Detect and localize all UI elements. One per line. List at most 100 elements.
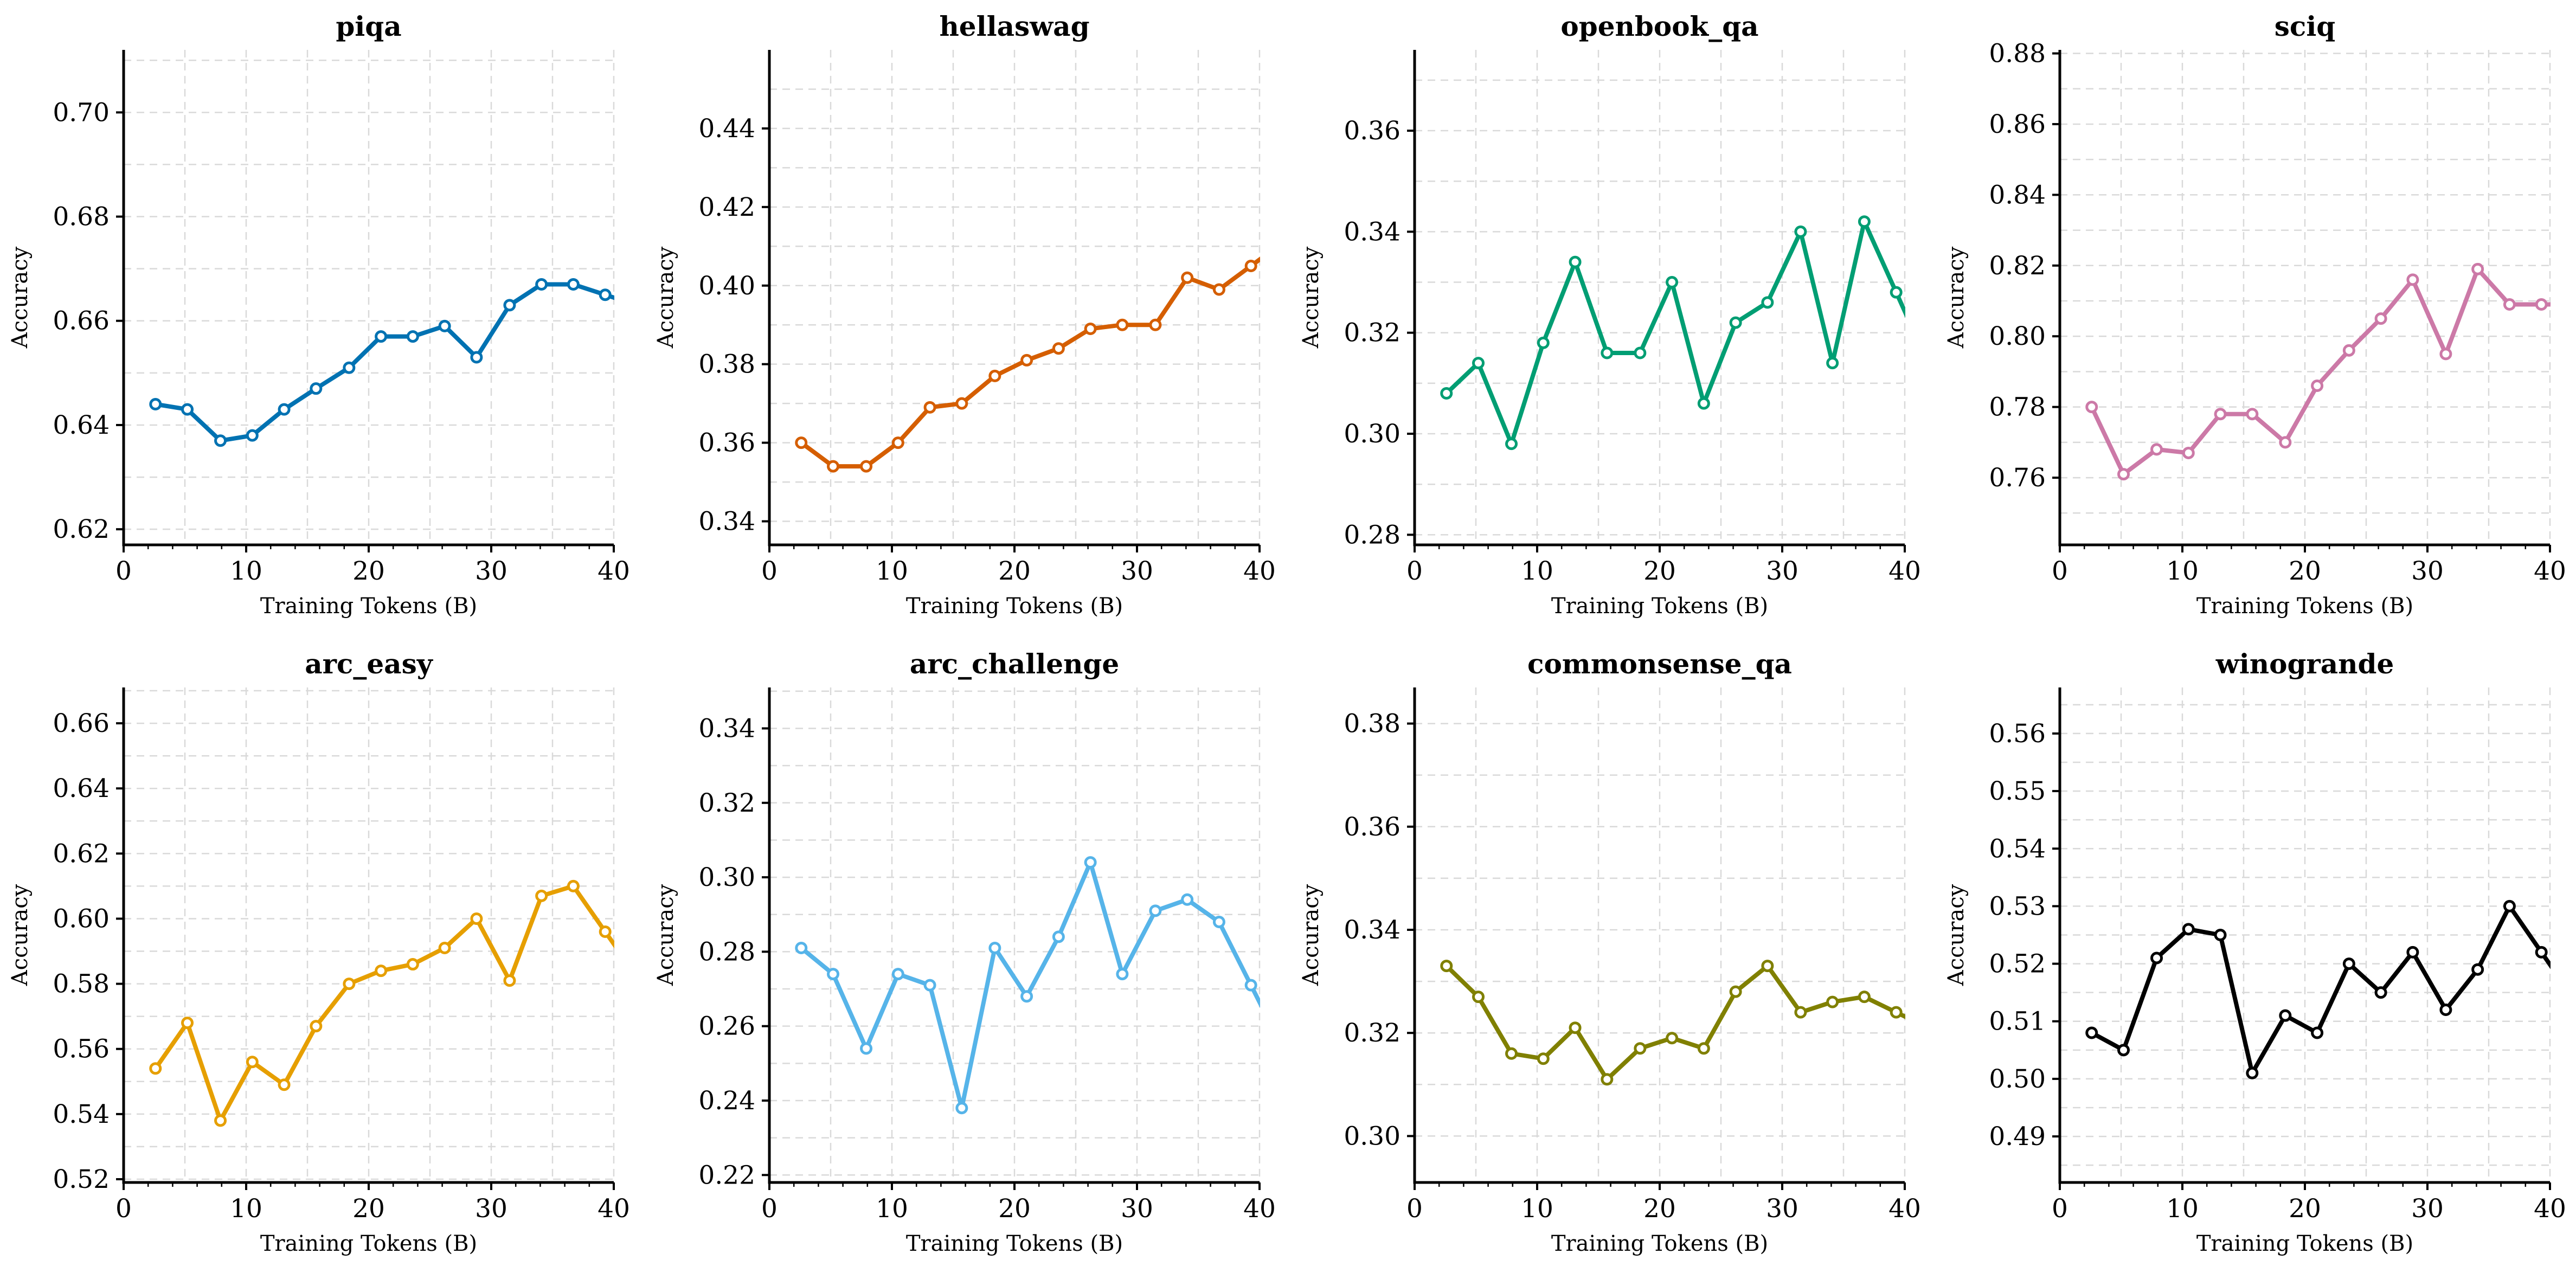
- data-point: [1729, 985, 1742, 998]
- data-point: [438, 319, 451, 332]
- data-point: [181, 1017, 194, 1030]
- x-axis-label: Training Tokens (B): [1551, 594, 1768, 619]
- x-axis-label: Training Tokens (B): [906, 594, 1123, 619]
- x-tick-label: 10: [230, 1194, 262, 1224]
- series-line: [1444, 219, 1905, 446]
- y-tick-label: 0.68: [53, 202, 110, 232]
- series-group: [1440, 960, 1905, 1086]
- data-point: [1440, 960, 1453, 973]
- x-tick-label: 0: [761, 556, 778, 586]
- y-tick-label: 0.34: [698, 714, 755, 744]
- data-point: [1505, 438, 1518, 451]
- data-point: [343, 978, 356, 991]
- x-tick-label: 40: [2534, 556, 2566, 586]
- data-point: [1666, 1032, 1679, 1045]
- y-tick-label: 0.30: [698, 863, 755, 892]
- y-tick-label: 0.49: [1989, 1122, 2046, 1152]
- data-point: [1890, 1006, 1903, 1019]
- data-point: [1601, 346, 1614, 359]
- data-point: [310, 382, 323, 395]
- data-point: [923, 401, 936, 414]
- series-group: [2085, 262, 2551, 481]
- data-point: [599, 925, 612, 938]
- data-point: [1858, 215, 1871, 228]
- y-tick-label: 0.34: [698, 507, 755, 537]
- data-point: [1826, 995, 1839, 1008]
- panel-openbook-qa: 0 10 20 30 40 0.28 0.30 0.32 0.34 0.36 openbook_qa…: [1299, 10, 1921, 619]
- data-point: [503, 974, 516, 987]
- y-tick-label: 0.53: [1989, 891, 2046, 921]
- data-point: [406, 958, 419, 971]
- series-line: [153, 282, 614, 443]
- data-point: [1729, 316, 1742, 329]
- y-tick-label: 0.30: [1344, 1121, 1401, 1151]
- data-point: [1537, 336, 1550, 349]
- y-tick-label: 0.24: [698, 1086, 755, 1116]
- data-point: [1244, 260, 1257, 273]
- series-line: [2089, 267, 2551, 477]
- x-tick-label: 30: [475, 556, 508, 586]
- x-tick-label: 0: [1406, 556, 1423, 586]
- y-tick-label: 0.76: [1989, 463, 2046, 493]
- data-point: [1440, 387, 1453, 400]
- y-tick-label: 0.36: [1344, 116, 1401, 146]
- data-point: [278, 1078, 291, 1091]
- data-point: [375, 330, 388, 343]
- x-tick-label: 30: [1121, 1194, 1153, 1224]
- data-point: [503, 299, 516, 312]
- y-tick-label: 0.30: [1344, 419, 1401, 449]
- data-point: [1890, 286, 1903, 299]
- data-point: [2374, 312, 2387, 325]
- y-tick-label: 0.66: [53, 306, 110, 336]
- data-point: [2503, 298, 2516, 311]
- data-point: [1084, 856, 1097, 869]
- x-tick-label: 0: [115, 1194, 132, 1224]
- data-point: [2085, 401, 2098, 414]
- x-tick-label: 20: [2289, 556, 2321, 586]
- series-group: [795, 256, 1260, 473]
- data-point: [795, 942, 808, 955]
- data-point: [2439, 348, 2452, 361]
- data-point: [2246, 408, 2259, 421]
- y-axis-label: Accuracy: [1944, 884, 1969, 986]
- data-point: [149, 1062, 162, 1075]
- data-point: [214, 434, 227, 447]
- x-tick-label: 10: [876, 1194, 908, 1224]
- data-point: [2503, 899, 2516, 912]
- y-axis-label: Accuracy: [8, 246, 33, 349]
- x-axis-label: Training Tokens (B): [906, 1231, 1123, 1256]
- data-point: [2374, 986, 2387, 999]
- y-axis-label: Accuracy: [1944, 246, 1969, 349]
- data-point: [1181, 271, 1194, 284]
- data-point: [2342, 957, 2355, 970]
- panel-title: winogrande: [2215, 648, 2394, 680]
- data-point: [1569, 1021, 1582, 1034]
- data-point: [2406, 946, 2419, 959]
- x-tick-label: 40: [1243, 556, 1276, 586]
- x-tick-label: 0: [1406, 1194, 1423, 1224]
- y-axis-label: Accuracy: [1299, 884, 1324, 986]
- y-tick-label: 0.55: [1989, 776, 2046, 806]
- data-point: [923, 979, 936, 992]
- y-tick-label: 0.80: [1989, 322, 2046, 351]
- y-tick-label: 0.36: [1344, 812, 1401, 842]
- series-group: [149, 879, 614, 1127]
- data-point: [1634, 346, 1647, 359]
- x-tick-label: 10: [2166, 1194, 2199, 1224]
- panel-title: openbook_qa: [1560, 10, 1758, 42]
- data-point: [2439, 1004, 2452, 1017]
- data-point: [988, 369, 1001, 382]
- x-tick-label: 20: [1643, 1194, 1676, 1224]
- y-tick-label: 0.64: [53, 774, 110, 803]
- data-point: [1052, 342, 1065, 355]
- x-tick-label: 20: [352, 556, 385, 586]
- data-point: [567, 879, 580, 892]
- y-axis-label: Accuracy: [8, 884, 33, 986]
- x-tick-label: 20: [1643, 556, 1676, 586]
- panel-sciq: 0 10 20 30 40 0.76 0.78 0.80 0.82 0.84 0.86 0.88 sci…: [1944, 10, 2566, 619]
- x-tick-label: 20: [998, 1194, 1031, 1224]
- y-tick-label: 0.26: [698, 1012, 755, 1041]
- data-point: [1472, 991, 1485, 1004]
- panel-title: piqa: [336, 10, 401, 42]
